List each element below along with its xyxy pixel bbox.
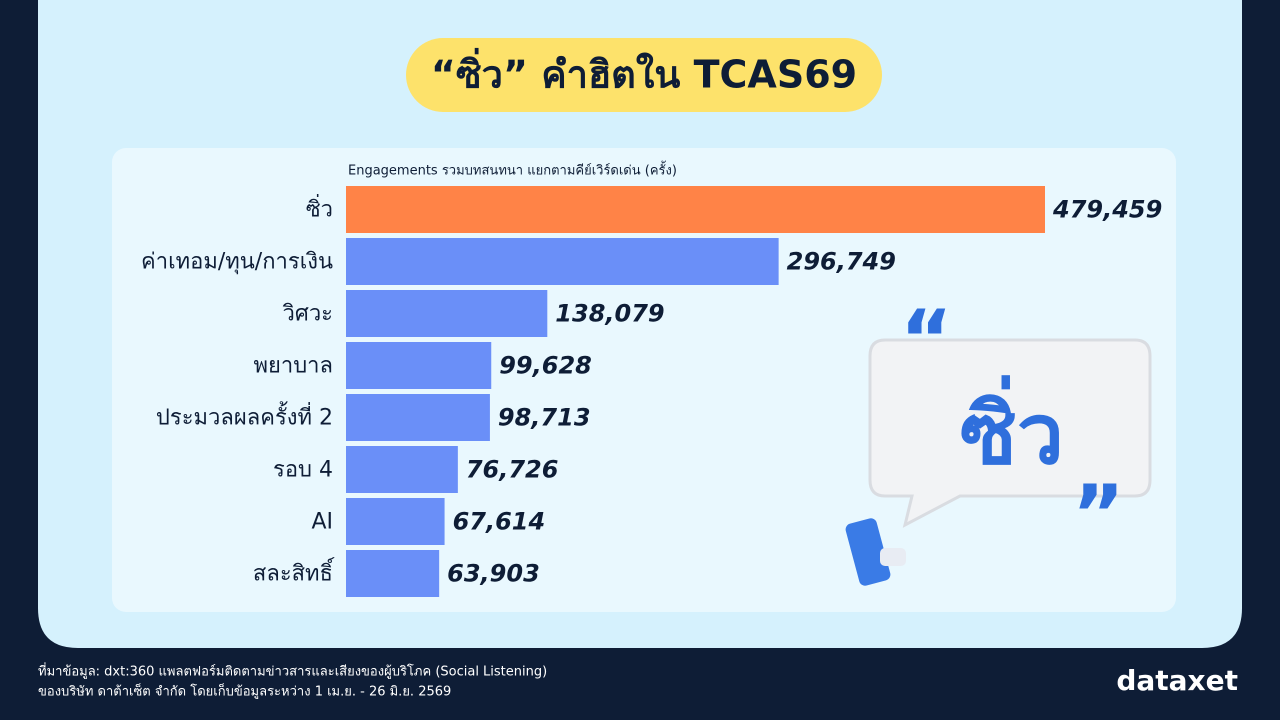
category-label: ประมวลผลครั้งที่ 2 <box>156 402 333 431</box>
bar <box>346 238 779 285</box>
value-label: 98,713 <box>498 404 591 432</box>
bar <box>346 394 490 441</box>
bar <box>346 186 1045 233</box>
bar <box>346 290 548 337</box>
value-label: 63,903 <box>447 560 540 588</box>
bar <box>346 342 492 389</box>
value-label: 479,459 <box>1052 196 1162 224</box>
value-label: 296,749 <box>787 248 896 276</box>
category-label: AI <box>311 510 333 535</box>
value-label: 99,628 <box>499 352 592 380</box>
value-label: 67,614 <box>453 508 546 536</box>
category-label: พยาบาล <box>253 354 333 379</box>
quote-mark: “ <box>900 293 953 386</box>
bar <box>346 550 440 597</box>
category-label: ซิ่ว <box>306 194 333 223</box>
bubble-text: ซิ่ว <box>960 375 1064 483</box>
category-label: สละสิทธิ์ <box>253 558 335 587</box>
phone-icon <box>845 518 891 586</box>
category-label: รอบ 4 <box>273 458 333 483</box>
quote-mark: ” <box>1072 468 1125 561</box>
source-note: ของบริษัท ดาต้าเซ็ต จำกัด โดยเก็บข้อมูลร… <box>38 682 451 700</box>
speech-bubble: “ ” ซิ่ว <box>845 293 1152 586</box>
title-pill <box>406 38 882 112</box>
bar <box>346 446 458 493</box>
source-note: ที่มาข้อมูล: dxt:360 แพลตฟอร์มติดตามข่าว… <box>38 663 547 680</box>
chart-subtitle: Engagements รวมบทสนทนา แยกตามคีย์เวิร์ดเ… <box>348 161 677 179</box>
chat-icon <box>880 548 906 566</box>
chart-title: “ซิ่ว” คำฮิตใน TCAS69 <box>431 48 857 97</box>
category-label: วิศวะ <box>282 302 333 327</box>
logo: dataxet <box>1116 664 1238 697</box>
value-label: 138,079 <box>555 300 664 328</box>
bar <box>346 498 445 545</box>
category-label: ค่าเทอม/ทุน/การเงิน <box>141 250 333 275</box>
value-label: 76,726 <box>466 456 559 484</box>
bubble <box>868 338 1152 528</box>
